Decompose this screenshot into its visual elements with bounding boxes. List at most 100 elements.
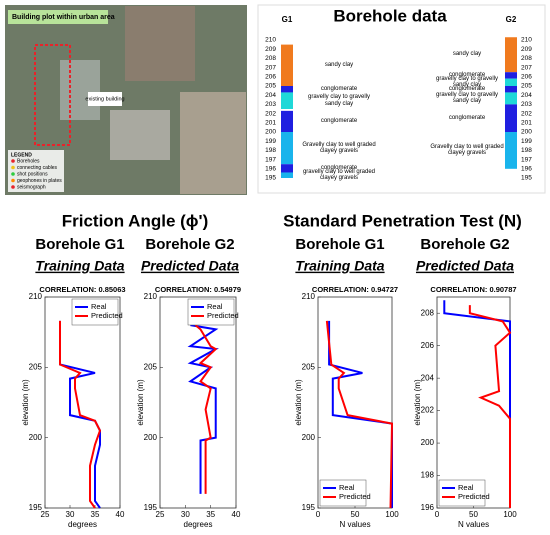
legend-label: Predicted — [339, 492, 371, 501]
y-tick-label: 198 — [421, 471, 435, 480]
elevation-label: 203 — [521, 101, 532, 108]
photo-title-box — [8, 10, 108, 24]
borehole-name: G2 — [506, 15, 517, 24]
elevation-label: 199 — [265, 138, 276, 145]
layer — [281, 132, 293, 165]
layer-label-box: gravelly clay to gravelly sandy clay — [308, 94, 370, 107]
x-tick-label: 50 — [351, 510, 360, 519]
headings: Friction Angle (ϕ') Borehole G1 Training D… — [35, 211, 521, 273]
layer — [505, 78, 517, 86]
section-title: Standard Penetration Test (N) — [283, 211, 522, 230]
layer-label-box: gravelly clay to gravelly sandy clay — [435, 75, 499, 89]
layer-label-box: conglomerate — [448, 72, 486, 79]
series-line — [443, 300, 511, 508]
legend-box — [187, 298, 235, 326]
layer-label: Gravelly clay to well graded clayey grav… — [302, 141, 376, 155]
y-tick-label: 208 — [421, 308, 435, 317]
legend-box — [8, 150, 64, 192]
x-tick-label: 25 — [156, 510, 165, 519]
y-tick-label: 200 — [144, 433, 158, 442]
legend-label: Real — [458, 483, 474, 492]
x-tick-label: 50 — [469, 510, 478, 519]
legend-box — [319, 479, 367, 507]
elevation-label: 210 — [265, 37, 276, 44]
layer-label: conglomerate — [448, 72, 486, 79]
y-tick-label: 200 — [302, 433, 316, 442]
elevation-label: 206 — [521, 74, 532, 81]
layer-label-box: conglomerate — [320, 118, 358, 125]
y-tick-label: 205 — [144, 362, 158, 371]
legend-label: Predicted — [207, 311, 239, 320]
legend-item: Boreholes — [17, 158, 40, 164]
y-tick-label: 200 — [29, 433, 43, 442]
y-tick-label: 210 — [302, 292, 316, 301]
elevation-label: 198 — [521, 147, 532, 154]
layer-label: conglomerate — [320, 85, 358, 92]
layer — [281, 44, 293, 86]
inset-photo — [125, 6, 195, 81]
elevation-label: 205 — [521, 83, 532, 90]
layer-label-box: conglomerate — [321, 165, 357, 171]
x-tick-label: 0 — [316, 510, 321, 519]
building-label-box — [88, 92, 122, 106]
chart-title: CORRELATION: 0.85063 — [39, 285, 125, 294]
layer — [281, 86, 293, 93]
diagram-frame — [257, 4, 546, 194]
inset-photo — [180, 92, 246, 194]
legend-box — [71, 298, 119, 326]
y-tick-label: 195 — [29, 503, 43, 512]
elevation-label: 197 — [265, 156, 276, 163]
layer-label: gravelly clay to gravelly sandy clay — [435, 75, 499, 89]
photo-roof — [60, 60, 100, 120]
y-tick-label: 195 — [302, 503, 316, 512]
x-tick-label: 30 — [66, 510, 75, 519]
layer-label: sandy clay — [324, 62, 354, 69]
borehole-heading: Borehole G2 — [145, 236, 234, 253]
y-tick-label: 202 — [421, 406, 435, 415]
x-tick-label: 40 — [116, 510, 125, 519]
legend-symbol — [11, 165, 15, 170]
y-tick-label: 195 — [144, 503, 158, 512]
layer — [281, 164, 293, 173]
legend-title: LEGEND — [11, 152, 32, 158]
x-axis-label: N values — [458, 520, 489, 529]
photo-roof — [110, 110, 170, 160]
legend-label: Predicted — [91, 311, 123, 320]
layer-label: conglomerate — [320, 118, 358, 125]
plot-area — [317, 296, 393, 509]
layer-label-box: sandy clay — [324, 62, 354, 69]
x-tick-label: 0 — [435, 510, 440, 519]
data-subtitle: Predicted Data — [141, 258, 239, 274]
chart-title: CORRELATION: 0.90787 — [430, 285, 516, 294]
borehole-diagram: Borehole data G1 G2 210 210 209 209 208 208 20… — [257, 4, 546, 194]
x-tick-label: 35 — [206, 510, 215, 519]
legend-label: Real — [207, 302, 223, 311]
y-tick-label: 204 — [421, 373, 435, 382]
plot-area — [436, 296, 511, 509]
x-axis-label: degrees — [68, 520, 97, 529]
legend-item: geophones in plates — [17, 178, 62, 184]
chart-title: CORRELATION: 0.54979 — [155, 285, 241, 294]
charts: CORRELATION: 0.85063 25 30 35 40 195 200 205 210… — [21, 285, 517, 529]
elevation-label: 201 — [265, 120, 276, 127]
legend-symbol — [11, 172, 15, 176]
layer-label: conglomerate — [448, 85, 486, 92]
elevation-label: 208 — [521, 55, 532, 62]
legend-label: Real — [91, 302, 107, 311]
layer — [505, 92, 517, 105]
legend-symbol — [11, 159, 15, 163]
y-tick-label: 205 — [302, 362, 316, 371]
elevation-label: 196 — [265, 166, 276, 173]
elevation-label: 208 — [265, 55, 276, 62]
series-line — [468, 305, 512, 508]
elevation-label: 209 — [521, 46, 532, 53]
layer-label-box: Gravelly clay to well graded clayey grav… — [430, 144, 503, 157]
elevation-label: 200 — [521, 129, 532, 136]
layer — [505, 132, 517, 169]
legend-symbol — [11, 178, 15, 183]
elevation-label: 206 — [265, 74, 276, 81]
layer-label-box: conglomerate — [320, 85, 358, 92]
legend-label: Real — [339, 483, 355, 492]
site-photo: existing building Building plot within u… — [5, 5, 247, 195]
